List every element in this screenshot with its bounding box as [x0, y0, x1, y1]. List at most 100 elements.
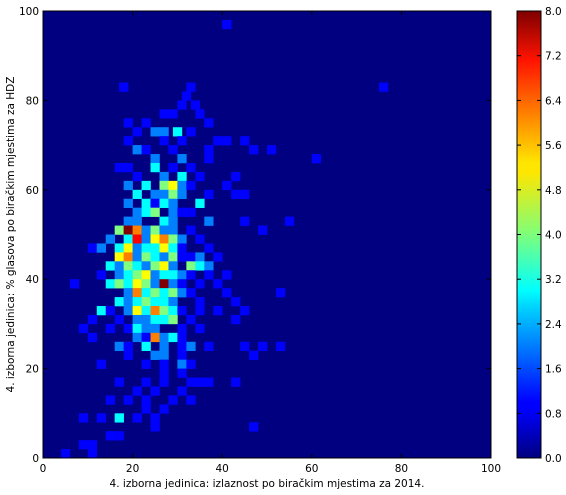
heatmap-cell	[150, 189, 160, 200]
heatmap-cell	[119, 82, 129, 92]
heatmap-cell	[141, 118, 151, 128]
heatmap-cell	[105, 395, 115, 405]
heatmap-cell	[123, 234, 133, 244]
heatmap-cell	[186, 252, 196, 262]
heatmap-cell	[168, 279, 178, 289]
heatmap-cell	[132, 279, 142, 289]
heatmap-cell	[150, 422, 160, 432]
heatmap-cell	[177, 189, 187, 200]
heatmap-cell	[96, 413, 107, 423]
heatmap-cell	[105, 261, 115, 271]
heatmap-cell	[159, 234, 169, 244]
heatmap-cell	[231, 314, 241, 325]
heatmap-cell	[123, 288, 133, 298]
heatmap-cell	[141, 145, 151, 155]
heatmap-cell	[141, 198, 151, 208]
heatmap-cell	[258, 225, 268, 235]
heatmap-cell	[132, 314, 142, 325]
heatmap-cell	[141, 332, 151, 343]
colorbar-tick-label: 5.6	[545, 140, 562, 152]
heatmap-cell	[159, 404, 169, 414]
heatmap-cell	[186, 261, 196, 271]
heatmap-cell	[105, 306, 115, 316]
heatmap-cell	[159, 136, 169, 146]
heatmap-cell	[186, 127, 196, 137]
heatmap-cell	[177, 288, 187, 298]
heatmap-cell	[204, 341, 214, 352]
heatmap-cell	[204, 261, 214, 271]
heatmap-cell	[123, 323, 133, 334]
heatmap-cell	[168, 189, 178, 200]
heatmap-cell	[123, 180, 133, 191]
heatmap-cell	[177, 306, 187, 316]
heatmap-cell	[141, 180, 151, 191]
heatmap-cell	[275, 288, 286, 298]
heatmap-cell	[159, 314, 169, 325]
heatmap-cell	[177, 323, 187, 334]
heatmap-cell	[195, 261, 205, 271]
heatmap-cell	[186, 341, 196, 352]
heatmap-cell	[213, 252, 223, 262]
heatmap-cell	[249, 422, 259, 432]
colorbar-tick-label: 0.0	[545, 453, 562, 465]
y-tick-label: 20	[26, 364, 39, 376]
heatmap-cell	[159, 270, 169, 280]
heatmap-cell	[168, 288, 178, 298]
heatmap-cell	[204, 118, 214, 128]
heatmap-cell	[132, 323, 142, 334]
heatmap-cell	[168, 243, 178, 253]
heatmap-cell	[168, 270, 178, 280]
heatmap-cell	[177, 341, 187, 352]
heatmap-cell	[96, 306, 107, 316]
heatmap-cell	[105, 431, 115, 441]
colorbar-tick-label: 1.6	[545, 364, 562, 376]
heatmap-cell	[87, 243, 98, 253]
heatmap-cell	[204, 189, 214, 200]
heatmap-cell	[168, 234, 178, 244]
heatmap-cell	[132, 270, 142, 280]
heatmap-cell	[213, 279, 223, 289]
x-tick-label: 80	[395, 463, 408, 475]
heatmap-cell	[186, 225, 196, 235]
heatmap-cell	[150, 279, 160, 289]
heatmap-cell	[159, 252, 169, 262]
heatmap-cell	[177, 207, 187, 217]
heatmap-cell	[159, 243, 169, 253]
heatmap-cell	[284, 216, 295, 226]
heatmap-cell	[105, 234, 115, 244]
heatmap-cell	[168, 216, 178, 226]
heatmap-cell	[195, 297, 205, 307]
heatmap-cell	[123, 279, 133, 289]
heatmap-cell	[159, 332, 169, 343]
heatmap-cell	[150, 314, 160, 325]
heatmap-cell	[150, 207, 160, 217]
plot-frame	[42, 10, 492, 459]
heatmap-cell	[177, 234, 187, 244]
heatmap-cell	[141, 395, 151, 405]
heatmap-cell	[311, 154, 322, 164]
heatmap-cell	[168, 207, 178, 217]
heatmap-cell	[105, 323, 115, 334]
heatmap-cell	[240, 341, 250, 352]
heatmap-cell	[177, 180, 187, 191]
heatmap-cell	[186, 162, 196, 173]
heatmap-cell	[141, 297, 151, 307]
y-tick-label: 0	[32, 453, 39, 465]
heatmap-cell	[240, 306, 250, 316]
heatmap-cell	[186, 395, 196, 405]
heatmap-cell	[168, 252, 178, 262]
heatmap-cell	[186, 288, 196, 298]
heatmap-cell	[105, 279, 115, 289]
x-tick-label: 20	[126, 463, 139, 475]
heatmap-cell	[159, 261, 169, 271]
heatmap-cell	[177, 136, 187, 146]
x-axis-label: 4. izborna jedinica: izlaznost po biračk…	[110, 478, 425, 490]
colorbar-tick-label: 4.8	[545, 185, 562, 197]
heatmap-cell	[60, 449, 71, 459]
heatmap-cell	[177, 359, 187, 369]
heatmap-cell	[114, 377, 124, 387]
x-tick-label: 40	[216, 463, 229, 475]
heatmap-cell	[168, 145, 178, 155]
heatmap-cell	[132, 234, 142, 244]
y-tick-label: 60	[26, 185, 39, 197]
